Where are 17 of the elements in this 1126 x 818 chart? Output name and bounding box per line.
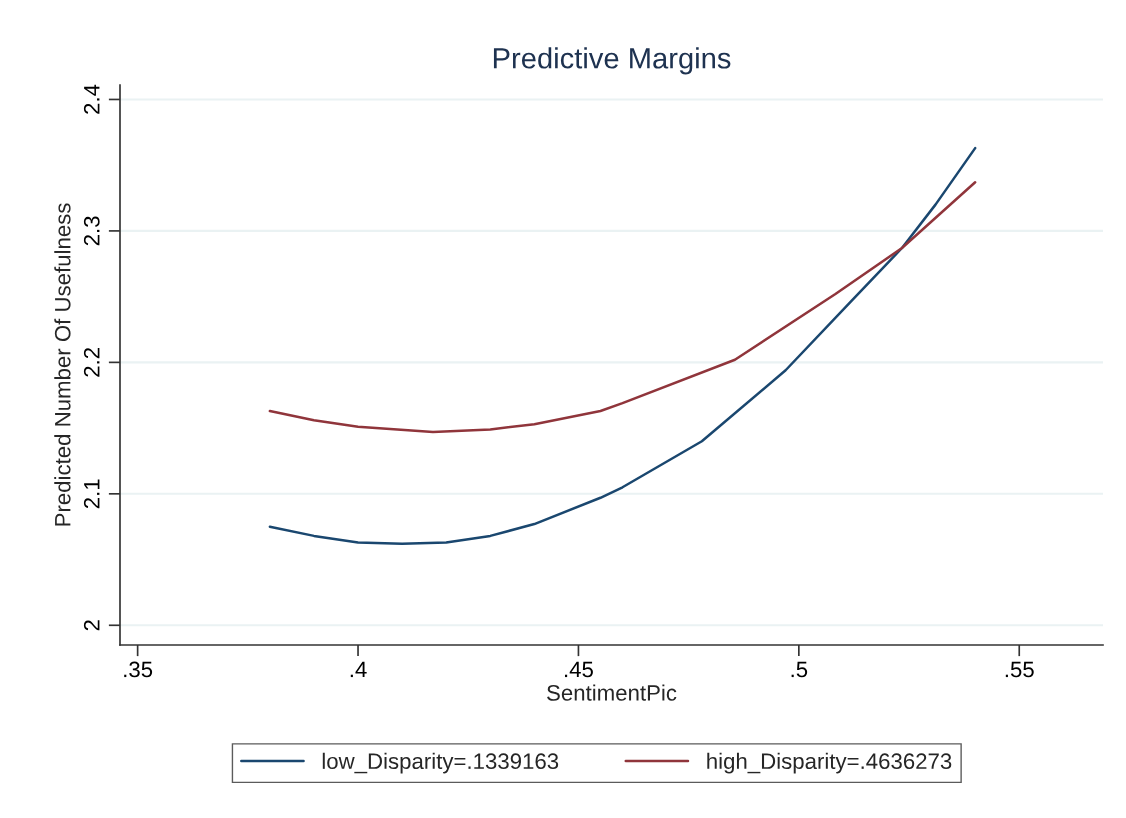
y-axis-title: Predicted Number Of Usefulness <box>54 203 71 526</box>
y-tick-label: 2.3 <box>83 216 100 246</box>
x-tick-label: .35 <box>124 661 153 678</box>
x-axis-title: SentimentPic <box>547 684 677 701</box>
line-series <box>268 181 977 434</box>
legend-label: low_Disparity=.1339163 <box>322 752 559 774</box>
y-tick-label: 2 <box>83 620 100 631</box>
y-tick-label: 2.4 <box>83 84 100 114</box>
x-tick-label: .55 <box>1005 661 1034 678</box>
chart-title: Predictive Margins <box>493 47 731 75</box>
legend-label: high_Disparity=.4636273 <box>707 752 952 774</box>
line-series <box>268 146 977 546</box>
x-tick-label: .45 <box>565 661 593 678</box>
x-tick-label: .5 <box>791 661 808 678</box>
y-tick-label: 2.1 <box>83 479 100 509</box>
y-tick-label: 2.2 <box>83 348 100 377</box>
x-tick-label: .4 <box>350 661 367 678</box>
